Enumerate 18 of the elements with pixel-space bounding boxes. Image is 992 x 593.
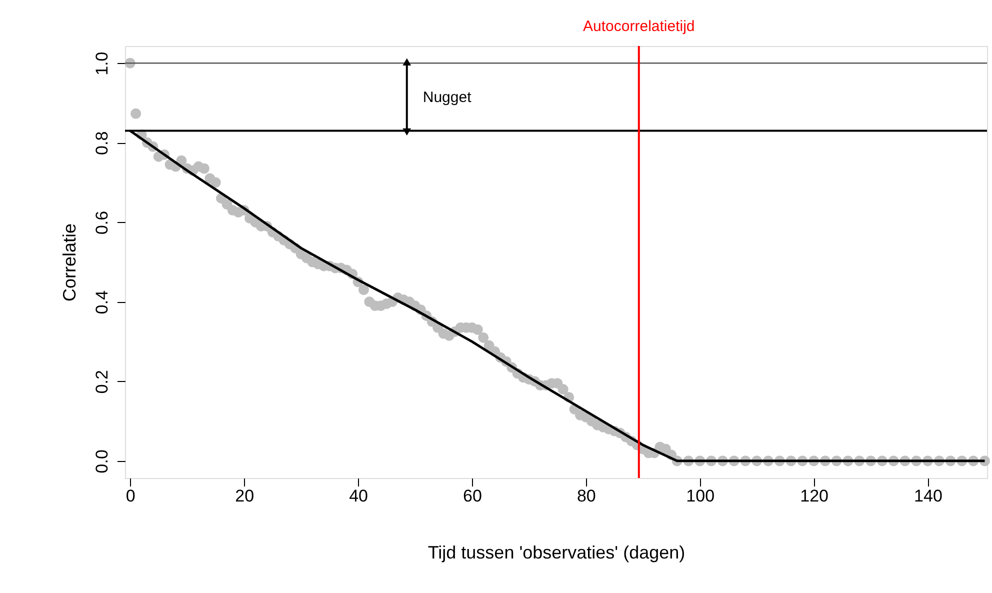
y-tick-label: 0.6 <box>92 210 112 235</box>
x-tick-label: 0 <box>126 486 136 506</box>
ref-line-label: Autocorrelatietijd <box>583 18 695 35</box>
y-tick-label: 0.8 <box>92 131 112 155</box>
y-tick-label: 0.2 <box>92 370 112 394</box>
x-tick-label: 60 <box>463 486 482 506</box>
y-tick-label: 0.4 <box>92 290 112 314</box>
x-tick-label: 100 <box>686 486 715 506</box>
y-tick-label: 1.0 <box>92 52 112 76</box>
x-tick-label: 40 <box>349 486 368 506</box>
x-tick-label: 80 <box>576 486 596 506</box>
y-axis-title: Correlatie <box>60 223 80 302</box>
x-tick-label: 20 <box>235 486 254 506</box>
y-tick-label: 0.0 <box>92 450 112 474</box>
x-tick-label: 120 <box>800 486 828 506</box>
x-axis-title: Tijd tussen 'observaties' (dagen) <box>428 542 686 562</box>
annotation: Nugget <box>422 88 472 106</box>
x-tick-label: 140 <box>914 486 942 506</box>
